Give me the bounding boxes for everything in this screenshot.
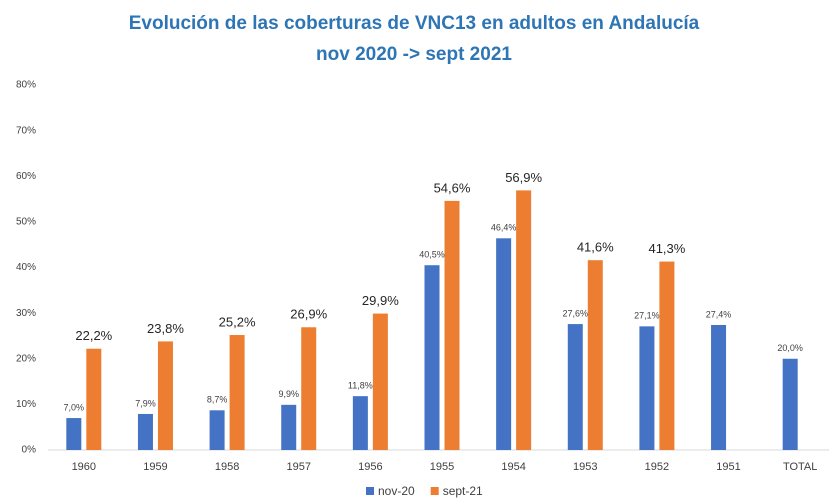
data-label: 11,8% — [348, 381, 373, 391]
data-label: 7,0% — [64, 402, 85, 412]
x-tick-label: 1959 — [143, 461, 167, 473]
x-tick-label: 1955 — [430, 461, 454, 473]
bar — [496, 238, 512, 450]
legend-swatch — [366, 487, 374, 495]
y-tick-label: 40% — [16, 262, 36, 273]
legend-swatch — [430, 487, 439, 495]
bar — [711, 324, 727, 450]
data-label: 29,9% — [362, 293, 399, 308]
y-tick-label: 20% — [16, 353, 36, 364]
x-tick-label: 1954 — [501, 461, 525, 473]
data-label: 40,5% — [419, 250, 445, 260]
data-label: 26,9% — [290, 307, 327, 322]
data-label: 7,9% — [135, 398, 156, 408]
y-tick-label: 70% — [16, 125, 36, 136]
x-tick-label: 1960 — [72, 461, 96, 473]
x-tick-label: 1951 — [716, 461, 740, 473]
x-tick-label: 1957 — [286, 461, 310, 473]
data-label: 56,9% — [505, 170, 542, 185]
bar — [157, 341, 173, 450]
y-tick-label: 50% — [16, 217, 36, 228]
data-label: 46,4% — [491, 223, 517, 233]
data-label: 25,2% — [219, 314, 256, 329]
data-label: 9,9% — [278, 389, 299, 399]
x-tick-label: 1958 — [215, 461, 239, 473]
x-tick-label: 1956 — [358, 461, 382, 473]
bar — [424, 265, 440, 450]
bar — [587, 260, 603, 450]
y-tick-label: 10% — [16, 399, 36, 410]
y-tick-label: 60% — [16, 171, 36, 182]
bar — [639, 326, 655, 450]
data-label: 23,8% — [147, 321, 184, 336]
bar — [444, 200, 460, 450]
data-label: 27,6% — [563, 308, 589, 318]
bar — [281, 404, 297, 450]
bar — [782, 358, 798, 450]
y-tick-label: 0% — [22, 445, 37, 456]
data-label: 8,7% — [207, 395, 228, 405]
data-label: 22,2% — [75, 328, 112, 343]
data-label: 54,6% — [434, 180, 471, 195]
x-tick-label: 1953 — [573, 461, 597, 473]
bar — [301, 327, 317, 450]
legend-label: sept-21 — [443, 484, 483, 498]
chart-title: Evolución de las coberturas de VNC13 en … — [129, 13, 700, 34]
data-label: 27,1% — [634, 311, 660, 321]
bar — [567, 324, 583, 450]
data-label: 41,3% — [648, 241, 685, 256]
chart-subtitle: nov 2020 -> sept 2021 — [316, 44, 512, 65]
data-label: 27,4% — [706, 309, 732, 319]
bar — [659, 261, 675, 450]
bar — [516, 190, 532, 451]
y-tick-label: 80% — [16, 80, 36, 91]
bar — [209, 410, 225, 450]
data-label: 41,6% — [577, 240, 614, 255]
data-label: 20,0% — [777, 343, 803, 353]
x-tick-label: TOTAL — [783, 461, 817, 473]
bar — [66, 418, 82, 450]
bar — [372, 313, 388, 450]
legend-label: nov-20 — [378, 484, 415, 498]
x-tick-label: 1952 — [645, 461, 669, 473]
bar — [229, 335, 245, 450]
bar — [86, 348, 102, 450]
bar — [137, 413, 153, 450]
y-tick-label: 30% — [16, 308, 36, 319]
bar — [352, 396, 368, 450]
